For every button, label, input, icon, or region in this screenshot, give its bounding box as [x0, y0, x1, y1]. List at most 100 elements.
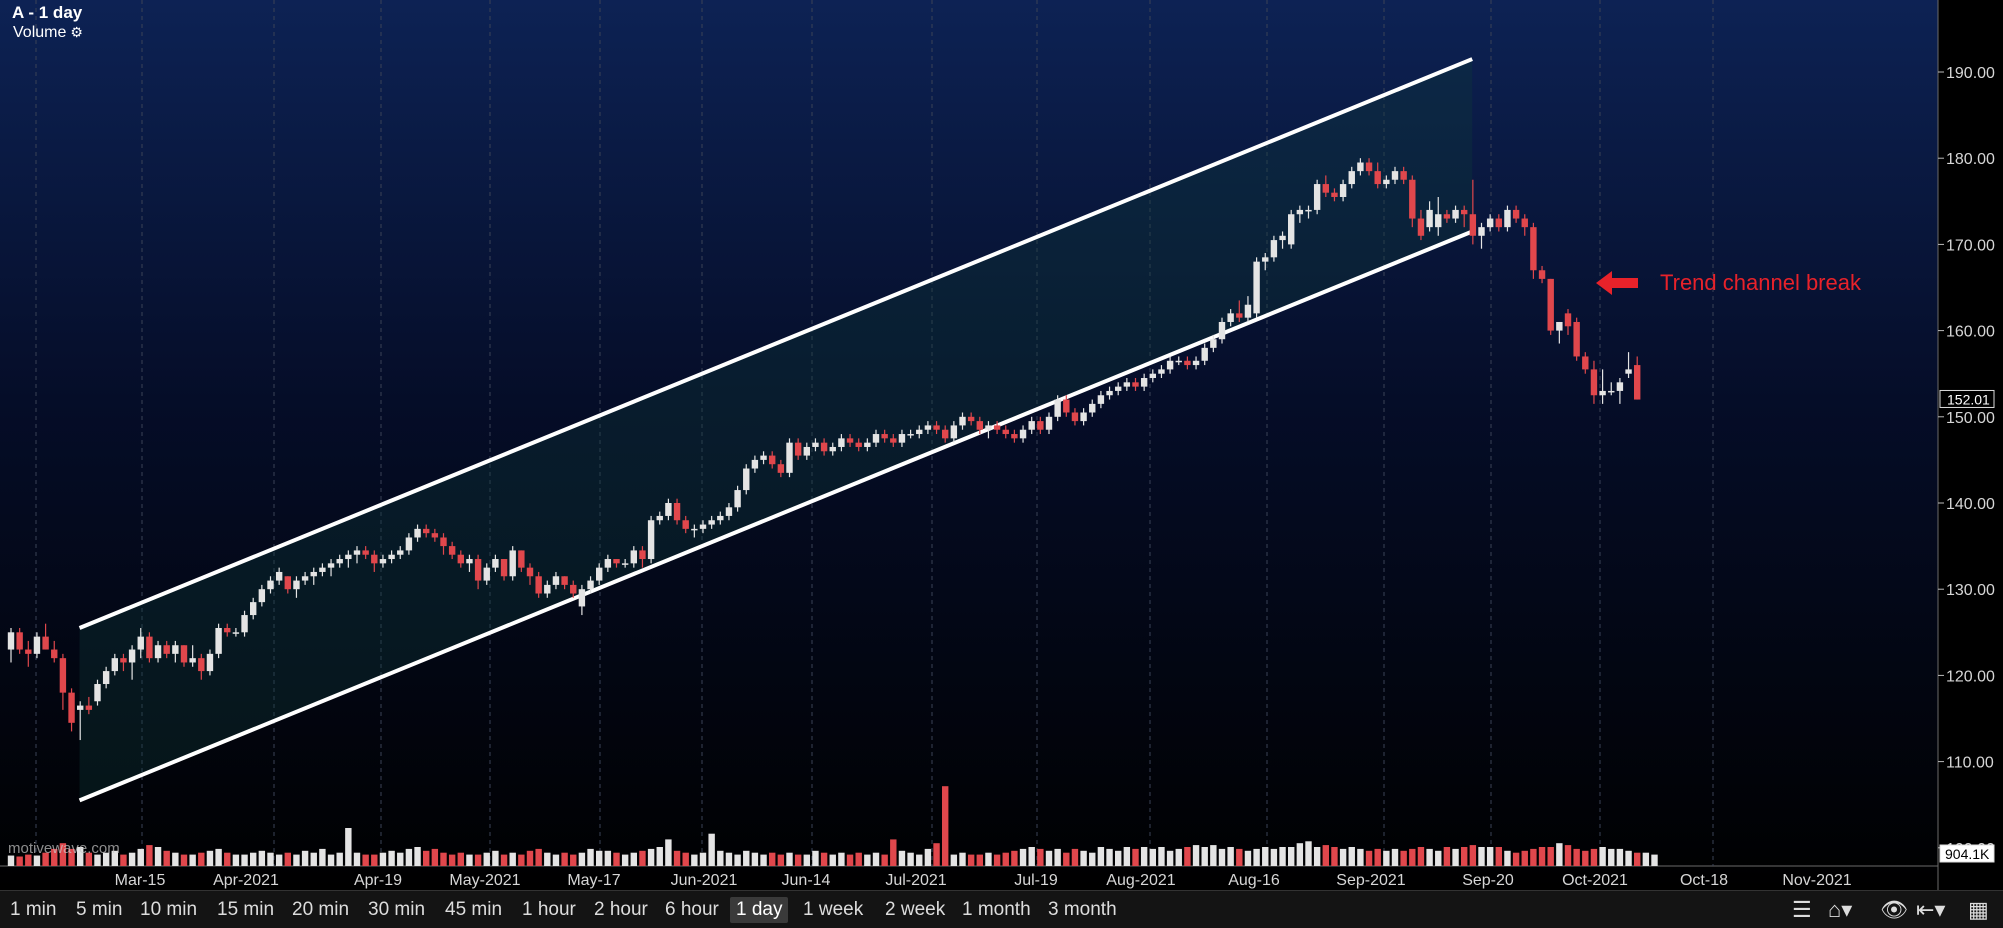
- price-chart[interactable]: Mar-15 Apr-2021 Apr-19 May-2021 May-17 Jun-20…: [0, 0, 2003, 890]
- candle-body: [777, 464, 785, 473]
- volume-bar: [647, 848, 655, 866]
- candle-body: [1339, 184, 1347, 197]
- zoom-range-icon[interactable]: ⇤▾: [1916, 897, 1946, 922]
- candle-body: [25, 649, 32, 654]
- volume-bar: [760, 854, 767, 866]
- volume-study-label[interactable]: Volume ⚙: [13, 24, 83, 42]
- timeframe-30-min[interactable]: 30 min: [368, 899, 426, 920]
- volume-bar: [509, 852, 516, 866]
- candle-body: [898, 434, 906, 443]
- candle-body: [284, 576, 291, 590]
- candle-body: [1409, 179, 1416, 219]
- candle-body: [1236, 313, 1243, 318]
- timeframe-5-min[interactable]: 5 min: [76, 899, 123, 920]
- candle-body: [111, 658, 118, 672]
- candle-body: [656, 515, 663, 521]
- timeframe-6-hour[interactable]: 6 hour: [665, 899, 719, 920]
- time-axis-label: Sep-2021: [1336, 872, 1405, 889]
- candle-body: [94, 684, 101, 702]
- timeframe-3-month[interactable]: 3 month: [1048, 899, 1117, 920]
- chart-style-icon[interactable]: ⌂▾: [1828, 897, 1853, 922]
- volume-bar: [1063, 852, 1070, 866]
- volume-bar: [1175, 848, 1182, 866]
- volume-bar: [864, 854, 871, 866]
- volume-bar: [1028, 847, 1035, 866]
- volume-bar: [1625, 850, 1632, 866]
- candle-body: [1080, 412, 1087, 422]
- candle-body: [864, 442, 871, 447]
- timeframe-20-min[interactable]: 20 min: [292, 899, 350, 920]
- volume-bar: [405, 848, 413, 866]
- volume-bar: [327, 854, 335, 866]
- eye-icon[interactable]: 👁: [1880, 897, 1908, 922]
- volume-value-tag: [1939, 844, 1995, 863]
- menu-icon[interactable]: ☰: [1792, 897, 1812, 922]
- candle-body: [1192, 360, 1200, 366]
- candle-body: [1564, 313, 1572, 327]
- candle-body: [1175, 360, 1182, 363]
- candle-body: [1538, 270, 1546, 279]
- trend-channel-upper-line[interactable]: [78, 57, 1473, 630]
- volume-bar: [1400, 850, 1407, 866]
- volume-bar: [1002, 852, 1009, 866]
- price-axis-background[interactable]: [1938, 0, 2003, 890]
- timeframe-1-day[interactable]: 1 day: [730, 897, 789, 923]
- timeframe-1-min[interactable]: 1 min: [10, 899, 57, 920]
- price-tick-label: 150.00: [1946, 410, 1995, 427]
- volume-bar: [1210, 845, 1217, 866]
- candle-body: [1547, 278, 1554, 331]
- candle-body: [1599, 390, 1606, 396]
- volume-bar: [1504, 850, 1511, 866]
- candle-body: [137, 636, 144, 650]
- volume-bar: [587, 848, 594, 866]
- trend-channel-lower-line[interactable]: [78, 229, 1473, 803]
- candle-body: [1296, 209, 1304, 215]
- candle-body: [587, 580, 594, 590]
- candle-body: [1400, 171, 1407, 180]
- gear-icon[interactable]: ⚙: [70, 24, 83, 40]
- volume-bar: [673, 850, 681, 866]
- candle-body: [613, 559, 620, 564]
- timeframe-45-min[interactable]: 45 min: [445, 899, 503, 920]
- volume-bar: [604, 850, 612, 866]
- candle-body: [180, 645, 188, 663]
- volume-bar: [1564, 845, 1572, 866]
- candle-body: [1089, 403, 1096, 413]
- candle-body: [172, 645, 179, 654]
- timeframe-15-min[interactable]: 15 min: [217, 899, 275, 920]
- volume-bar: [1573, 848, 1580, 866]
- timeframe-1-week[interactable]: 1 week: [803, 899, 864, 920]
- candle-body: [604, 559, 612, 568]
- timeframe-2-week[interactable]: 2 week: [885, 899, 946, 920]
- volume-bar: [682, 852, 689, 866]
- candle-body: [1504, 209, 1511, 228]
- volume-bar: [959, 852, 966, 866]
- volume-bar: [1322, 845, 1329, 866]
- timeframe-1-month[interactable]: 1 month: [962, 899, 1031, 920]
- timeframe-2-hour[interactable]: 2 hour: [594, 899, 648, 920]
- candle-body: [1357, 162, 1364, 172]
- volume-bar: [1443, 847, 1451, 866]
- time-axis-label: Oct-2021: [1562, 872, 1628, 889]
- timeframe-10-min[interactable]: 10 min: [140, 899, 198, 920]
- candle-body: [1348, 171, 1355, 185]
- candle-body: [267, 580, 274, 590]
- volume-bar: [570, 854, 577, 866]
- candle-body: [1201, 347, 1208, 361]
- candle-body: [1305, 209, 1312, 212]
- candle-body: [1115, 386, 1122, 391]
- calendar-icon[interactable]: ▦: [1968, 897, 1989, 922]
- volume-bar: [474, 854, 482, 866]
- volume-bar: [310, 852, 317, 866]
- volume-bar: [967, 854, 975, 866]
- candle-body: [665, 503, 672, 516]
- candle-body: [7, 632, 15, 650]
- volume-bar: [942, 786, 949, 866]
- candle-body: [786, 442, 793, 473]
- timeframe-1-hour[interactable]: 1 hour: [522, 899, 576, 920]
- candle-body: [1486, 218, 1494, 228]
- time-axis-label: Aug-2021: [1106, 872, 1175, 889]
- volume-bar: [1244, 850, 1252, 866]
- candle-body: [1262, 257, 1269, 262]
- candle-body: [1365, 162, 1373, 172]
